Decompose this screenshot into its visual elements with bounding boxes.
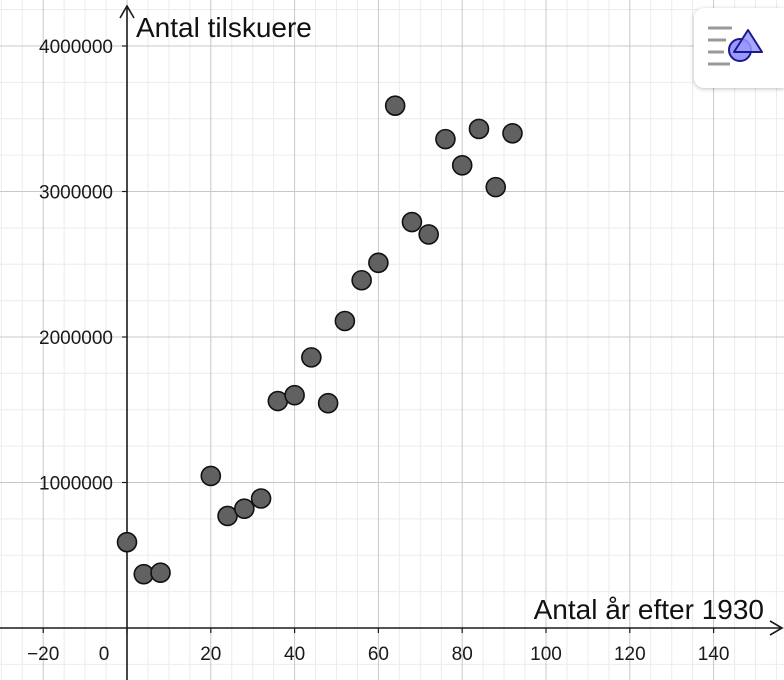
- style-bar-toggle-button[interactable]: [694, 8, 784, 88]
- y-tick-label: 3000000: [39, 183, 113, 204]
- data-point: [368, 252, 389, 274]
- data-point: [317, 392, 339, 414]
- y-axis-arrow: [119, 4, 135, 19]
- data-point: [468, 118, 490, 140]
- data-point: [451, 155, 473, 176]
- data-point: [150, 562, 171, 584]
- data-point: [334, 310, 356, 332]
- data-point: [435, 128, 456, 150]
- x-tick-label: 40: [284, 644, 305, 665]
- data-point: [234, 498, 255, 519]
- x-tick-label: 0: [99, 644, 110, 665]
- data-point: [250, 488, 272, 509]
- x-tick-label: 60: [368, 644, 389, 665]
- y-tick-label: 1000000: [39, 474, 113, 495]
- axes: [0, 4, 784, 680]
- data-points: [116, 95, 523, 585]
- x-tick-label: 80: [452, 644, 473, 665]
- y-tick-labels: 1000000 2000000 3000000 4000000: [39, 37, 127, 495]
- x-tick-label: 140: [698, 644, 730, 665]
- x-axis-arrow: [769, 620, 784, 636]
- data-point: [401, 211, 423, 233]
- data-point: [502, 123, 523, 144]
- y-axis-title: Antal tilskuere: [136, 12, 312, 43]
- graphics-style-bar-icon: [708, 26, 763, 66]
- data-point: [200, 465, 222, 487]
- data-point: [351, 269, 372, 291]
- data-point: [418, 224, 439, 245]
- data-point: [284, 384, 305, 406]
- data-point: [301, 347, 322, 368]
- x-tick-label: 120: [614, 644, 646, 665]
- data-point: [485, 176, 507, 198]
- x-tick-label: −20: [27, 644, 59, 665]
- data-point: [384, 95, 406, 116]
- x-tick-label: 100: [530, 644, 562, 665]
- x-tick-label: 20: [200, 644, 221, 665]
- y-tick-label: 2000000: [39, 328, 113, 349]
- x-axis-title: Antal år efter 1930: [534, 594, 764, 625]
- data-point: [116, 531, 138, 553]
- x-tick-labels: −20 0 20 40 60 80 100 120 140: [27, 628, 729, 665]
- y-tick-label: 4000000: [39, 37, 113, 58]
